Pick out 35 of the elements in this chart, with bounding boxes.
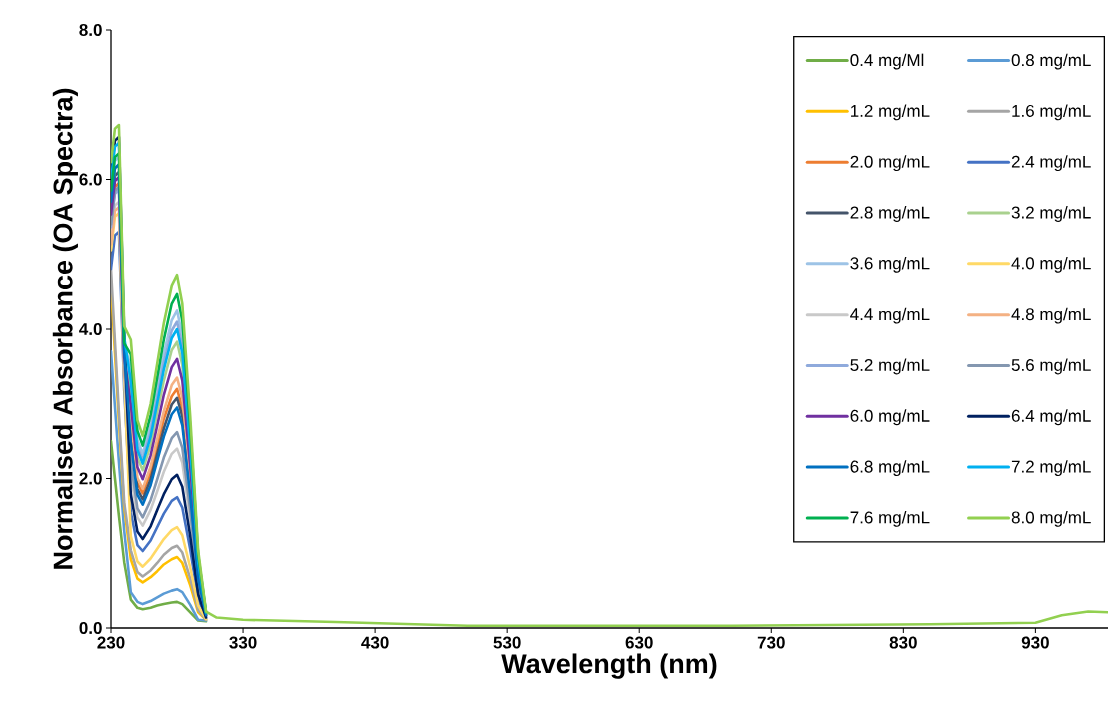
x-tick-label: 330 xyxy=(229,636,257,649)
legend-label: 0.8 mg/mL xyxy=(1011,53,1091,70)
legend-label: 6.0 mg/mL xyxy=(850,409,930,426)
legend-label: 5.6 mg/mL xyxy=(1011,358,1091,375)
x-tick-label: 530 xyxy=(493,636,521,649)
x-tick-label: 730 xyxy=(757,636,785,649)
legend-label: 7.2 mg/mL xyxy=(1011,460,1091,477)
y-tick-label: 0.0 xyxy=(79,621,102,635)
y-axis-title: Normalised Absorbance (OA Spectra) xyxy=(52,88,78,569)
legend-label: 0.4 mg/Ml xyxy=(850,53,924,70)
legend-label: 3.2 mg/mL xyxy=(1011,206,1091,222)
x-tick-label: 830 xyxy=(889,636,917,649)
legend-label: 2.0 mg/mL xyxy=(850,155,930,172)
legend-label: 8.0 mg/mL xyxy=(1011,511,1091,527)
x-tick-label: 430 xyxy=(361,636,389,649)
legend-label: 1.6 mg/mL xyxy=(1012,104,1091,121)
y-tick-label: 2.0 xyxy=(79,472,102,485)
legend-label: 7.6 mg/mL xyxy=(850,511,930,527)
legend-label: 3.6 mg/mL xyxy=(850,256,930,273)
legend-label: 4.0 mg/mL xyxy=(1011,256,1091,273)
y-tick-label: 4.0 xyxy=(79,322,102,336)
legend-label: 5.2 mg/mL xyxy=(850,358,930,375)
legend-label: 4.8 mg/mL xyxy=(1011,307,1091,324)
x-tick-label: 230 xyxy=(97,636,125,649)
x-tick-label: 930 xyxy=(1021,636,1049,649)
legend-label: 1.2 mg/mL xyxy=(851,104,930,121)
legend-label: 4.4 mg/mL xyxy=(850,307,930,324)
y-tick-label: 6.0 xyxy=(79,173,102,186)
x-axis-title: Wavelength (nm) xyxy=(501,653,717,679)
legend-label: 2.4 mg/mL xyxy=(1011,155,1091,172)
x-tick-label: 630 xyxy=(625,636,653,649)
legend-label: 2.8 mg/mL xyxy=(850,206,930,222)
y-tick-label: 8.0 xyxy=(79,23,102,37)
legend-label: 6.8 mg/mL xyxy=(850,460,930,477)
legend-label: 6.4 mg/mL xyxy=(1011,409,1091,426)
